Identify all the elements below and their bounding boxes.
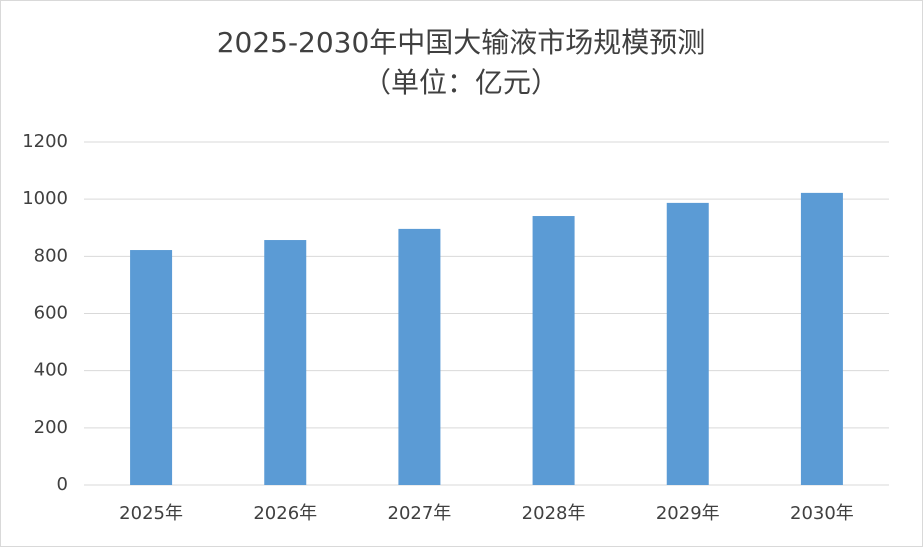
y-tick-label: 800: [34, 245, 68, 266]
chart-title: 2025-2030年中国大输液市场规模预测: [217, 26, 706, 59]
bar: [532, 216, 575, 486]
bar: [666, 202, 709, 485]
y-tick-label: 0: [57, 474, 68, 495]
x-tick-label: 2026年: [253, 503, 317, 524]
y-tick-label: 600: [34, 303, 68, 324]
chart-subtitle: （单位：亿元）: [363, 66, 559, 99]
bar: [398, 228, 441, 486]
bar: [800, 192, 843, 485]
x-tick-label: 2027年: [388, 503, 452, 524]
y-tick-label: 200: [34, 417, 68, 438]
x-tick-label: 2028年: [522, 503, 586, 524]
bar: [130, 250, 173, 485]
bar: [264, 240, 307, 485]
x-tick-label: 2025年: [119, 503, 183, 524]
y-tick-label: 400: [34, 360, 68, 381]
x-tick-label: 2030年: [790, 503, 854, 524]
x-tick-label: 2029年: [656, 503, 720, 524]
y-tick-label: 1200: [22, 131, 68, 152]
y-tick-label: 1000: [22, 188, 68, 209]
